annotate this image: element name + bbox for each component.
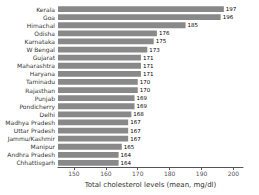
svg-text:Madhya Pradesh: Madhya Pradesh — [5, 119, 55, 127]
svg-text:176: 176 — [159, 30, 170, 36]
svg-text:175: 175 — [156, 38, 167, 44]
svg-text:167: 167 — [130, 128, 141, 134]
svg-text:Himachal: Himachal — [27, 22, 55, 29]
svg-text:Gujarat: Gujarat — [33, 54, 56, 62]
svg-text:185: 185 — [188, 22, 199, 28]
svg-text:Andhra Pradesh: Andhra Pradesh — [7, 151, 55, 158]
svg-text:171: 171 — [143, 71, 154, 77]
svg-text:169: 169 — [137, 103, 148, 109]
svg-text:197: 197 — [226, 6, 237, 12]
svg-text:Goa: Goa — [43, 14, 55, 21]
svg-text:Taminadu: Taminadu — [25, 78, 55, 85]
svg-text:150: 150 — [68, 170, 80, 177]
svg-text:Odisha: Odisha — [34, 30, 55, 37]
svg-text:170: 170 — [132, 170, 144, 177]
svg-text:Manipur: Manipur — [31, 143, 56, 151]
svg-text:170: 170 — [140, 87, 151, 93]
svg-text:Punjab: Punjab — [35, 95, 55, 103]
svg-text:167: 167 — [130, 119, 141, 125]
svg-text:165: 165 — [124, 144, 135, 150]
svg-text:171: 171 — [143, 55, 154, 61]
svg-text:Jammu/Kashmir: Jammu/Kashmir — [7, 135, 56, 143]
svg-text:160: 160 — [100, 170, 112, 177]
svg-text:Chhattisgarh: Chhattisgarh — [16, 159, 55, 167]
svg-text:Total cholesterol levels (mean: Total cholesterol levels (mean, mg/dl) — [84, 181, 217, 189]
svg-text:Karnataka: Karnataka — [25, 38, 56, 45]
svg-text:167: 167 — [130, 136, 141, 142]
svg-text:171: 171 — [143, 63, 154, 69]
svg-text:Uttar Pradesh: Uttar Pradesh — [14, 127, 55, 134]
svg-text:190: 190 — [196, 170, 208, 177]
svg-text:169: 169 — [137, 95, 148, 101]
svg-text:Haryana: Haryana — [30, 70, 56, 78]
svg-text:173: 173 — [149, 47, 160, 53]
svg-text:Rajasthan: Rajasthan — [25, 87, 55, 95]
svg-text:Pondicherry: Pondicherry — [19, 103, 55, 111]
svg-text:200: 200 — [228, 170, 240, 177]
svg-text:180: 180 — [164, 170, 176, 177]
svg-text:164: 164 — [121, 160, 132, 166]
svg-text:Maharashtra: Maharashtra — [17, 62, 55, 69]
svg-text:164: 164 — [121, 152, 132, 158]
svg-text:Kerala: Kerala — [36, 6, 55, 13]
svg-text:168: 168 — [133, 111, 144, 117]
svg-text:170: 170 — [140, 79, 151, 85]
svg-text:Delhi: Delhi — [40, 111, 56, 118]
svg-text:W Bengal: W Bengal — [26, 46, 55, 54]
svg-text:196: 196 — [223, 14, 234, 20]
